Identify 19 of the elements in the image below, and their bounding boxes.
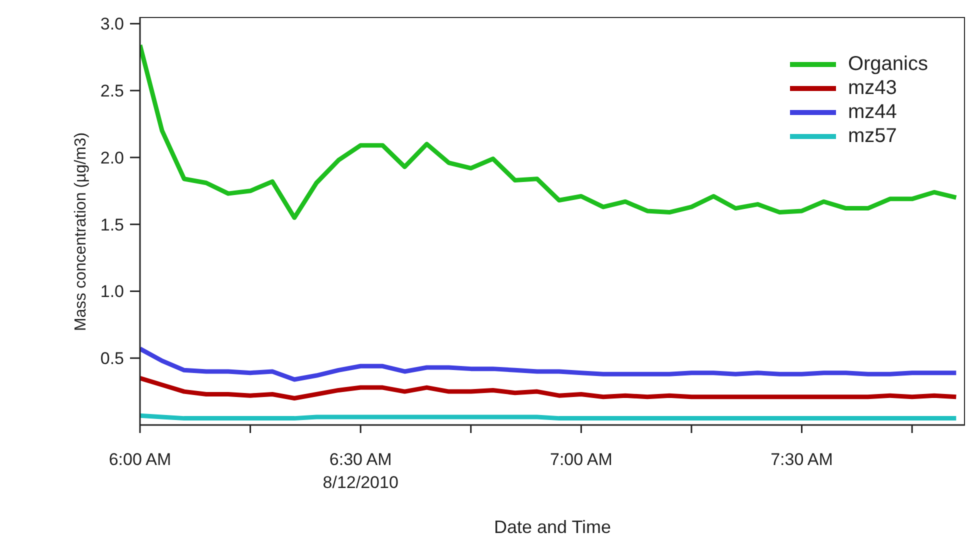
x-tick-label: 7:00 AM	[550, 450, 612, 469]
y-tick-label: 2.5	[100, 82, 124, 101]
line-series	[140, 376, 958, 400]
legend-label: Organics	[848, 52, 928, 76]
legend-label: mz44	[848, 100, 897, 124]
y-tick-label: 3.0	[100, 14, 124, 34]
y-tick-label: 1.5	[100, 215, 124, 234]
x-axis-title: Date and Time	[494, 517, 612, 537]
line-series	[140, 346, 958, 382]
line-series	[140, 42, 958, 220]
y-tick-label: 2.0	[100, 148, 124, 168]
x-tick-label: 6:30 AM 8/12/2010	[322, 450, 398, 492]
y-tick-label: 1.0	[100, 282, 124, 302]
legend-label: mz57	[848, 124, 897, 148]
x-tick-label: 6:00 AM	[108, 450, 172, 469]
y-tick-label: 0.5	[100, 349, 124, 368]
legend-label: mz43	[848, 76, 897, 100]
y-axis-title: Mass concentration (µg/m3)	[72, 132, 90, 331]
x-tick-label: 7:30 AM	[770, 450, 833, 469]
